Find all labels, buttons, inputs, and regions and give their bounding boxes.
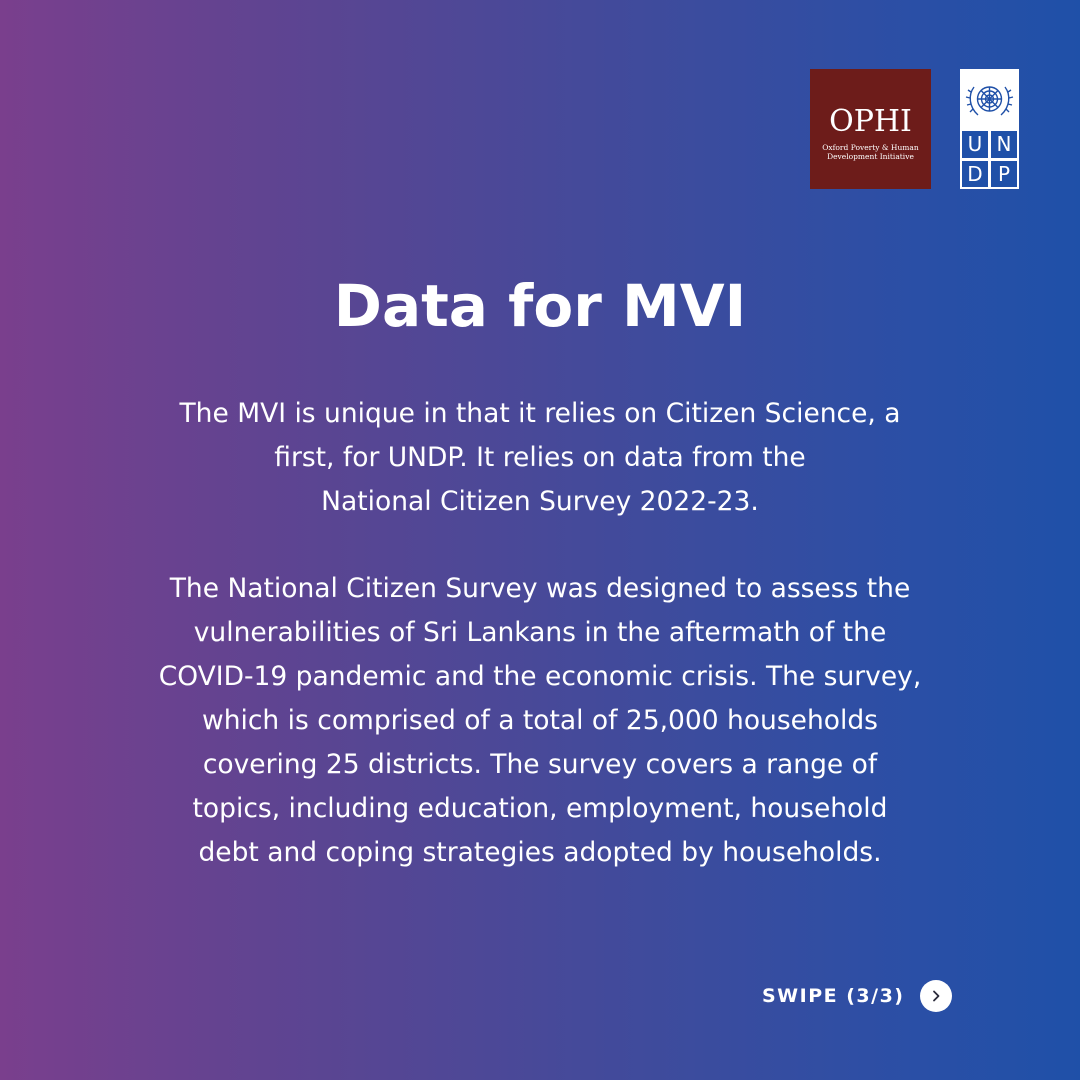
survey-paragraph-line: which is comprised of a total of 25,000 … bbox=[202, 705, 878, 736]
swipe-label: SWIPE (3/3) bbox=[762, 985, 905, 1007]
intro-paragraph: The MVI is unique in that it relies on C… bbox=[120, 392, 960, 524]
intro-paragraph-line: National Citizen Survey 2022-23. bbox=[321, 486, 759, 517]
page-title: Data for MVI bbox=[333, 272, 747, 340]
survey-paragraph-line: covering 25 districts. The survey covers… bbox=[202, 749, 878, 780]
survey-paragraph-line: The National Citizen Survey was designed… bbox=[169, 573, 911, 604]
ophi-logo: OPHI Oxford Poverty & Human Development … bbox=[810, 69, 931, 189]
next-slide-button[interactable] bbox=[920, 980, 953, 1012]
swipe-indicator: SWIPE (3/3) bbox=[762, 980, 953, 1012]
chevron-right-icon bbox=[933, 990, 940, 1002]
survey-paragraph: The National Citizen Survey was designed… bbox=[120, 567, 960, 875]
undp-letter-p: P bbox=[991, 160, 1017, 187]
undp-logo: U N D P bbox=[960, 69, 1019, 189]
undp-letters: U N D P bbox=[962, 131, 1017, 187]
intro-paragraph-line: first, for UNDP. It relies on data from … bbox=[274, 442, 806, 473]
intro-paragraph-line: The MVI is unique in that it relies on C… bbox=[179, 398, 901, 429]
undp-letter-d: D bbox=[962, 160, 988, 187]
ophi-logo-wordmark: OPHI bbox=[829, 104, 912, 139]
un-emblem-icon bbox=[965, 86, 1014, 116]
ophi-logo-subtitle: Oxford Poverty & Human Development Initi… bbox=[822, 143, 919, 161]
undp-letter-u: U bbox=[962, 131, 988, 158]
survey-paragraph-line: vulnerabilities of Sri Lankans in the af… bbox=[193, 617, 887, 648]
survey-paragraph-line: COVID-19 pandemic and the economic crisi… bbox=[158, 661, 922, 692]
survey-paragraph-line: topics, including education, employment,… bbox=[192, 793, 888, 824]
undp-letter-n: N bbox=[991, 131, 1017, 158]
survey-paragraph-line: debt and coping strategies adopted by ho… bbox=[198, 837, 882, 868]
